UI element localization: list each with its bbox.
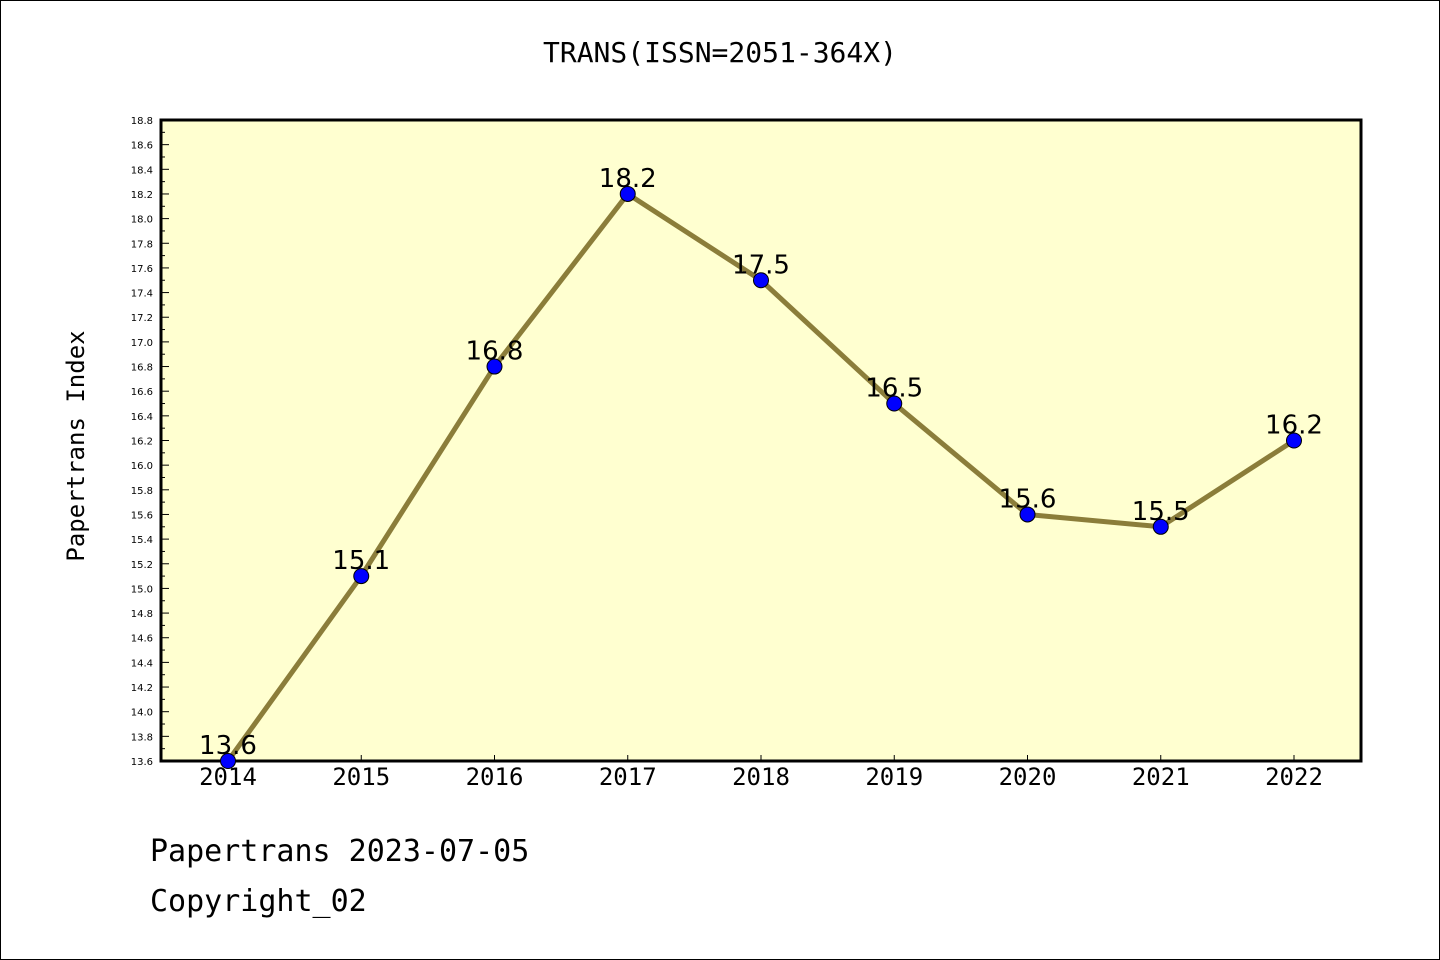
y-tick-label: 13.6	[131, 757, 153, 768]
y-tick-label: 13.8	[131, 732, 153, 743]
x-tick-label: 2019	[865, 763, 923, 791]
series-group: 13.6 15.1 16.8 18.2 17.5 16.5 15.6 15.5 16.2	[199, 164, 1323, 769]
data-label: 15.1	[332, 546, 390, 576]
y-tick-label: 17.8	[131, 239, 153, 250]
y-axis-label: Papertrans Index	[62, 330, 90, 561]
x-tick-label: 2018	[732, 763, 790, 791]
x-tick-label: 2017	[599, 763, 657, 791]
data-point	[886, 395, 903, 412]
y-tick-label: 17.0	[131, 338, 153, 349]
data-point	[753, 272, 769, 289]
footer-copyright: Copyright_02	[150, 884, 367, 919]
data-point	[220, 753, 236, 769]
y-tick-label: 17.6	[131, 264, 153, 275]
x-tick-label: 2021	[1132, 763, 1190, 791]
data-point	[486, 358, 503, 375]
data-label: 18.2	[599, 164, 657, 194]
y-tick-label: 14.2	[131, 683, 153, 694]
chart-title: TRANS(ISSN=2051-364X)	[542, 36, 897, 69]
y-tick-label: 14.8	[131, 609, 153, 620]
y-tick-label: 16.8	[131, 363, 153, 374]
y-tick-label: 14.0	[131, 708, 153, 719]
data-point	[619, 185, 636, 202]
y-tick-label: 18.4	[131, 165, 153, 176]
data-label: 16.2	[1265, 411, 1323, 441]
y-tick-label: 17.2	[131, 313, 153, 324]
y-tick-label: 18.8	[131, 116, 153, 127]
y-tick-label: 15.0	[131, 584, 153, 595]
y-tick-label: 14.6	[131, 634, 153, 645]
y-tick-label: 14.4	[131, 658, 153, 669]
plot-area	[159, 118, 1363, 763]
data-point	[1019, 506, 1036, 523]
data-label: 15.6	[999, 484, 1057, 514]
y-tick-label: 16.6	[131, 387, 153, 398]
y-tick-label: 18.2	[131, 190, 153, 201]
data-point	[1152, 518, 1169, 535]
y-axis: 13.6 13.8 14.0 14.2 14.4 14.6 14.8 15.0 15.2 15.4…	[131, 116, 169, 768]
footer-date: Papertrans 2023-07-05	[150, 834, 530, 869]
y-tick-label: 15.2	[131, 560, 153, 571]
data-point	[353, 568, 370, 585]
y-tick-label: 15.6	[131, 510, 153, 521]
y-tick-label: 18.0	[131, 215, 153, 226]
y-tick-label: 16.4	[131, 412, 153, 423]
x-tick-label: 2016	[466, 763, 524, 791]
y-tick-label: 17.4	[131, 289, 153, 300]
x-axis: 2014 2015 2016 2017 2018 2019 2020 2021 2022	[199, 755, 1323, 791]
data-label: 16.8	[466, 337, 524, 367]
y-tick-label: 16.0	[131, 461, 153, 472]
data-label: 16.5	[865, 374, 923, 404]
y-tick-label: 16.2	[131, 437, 153, 448]
y-tick-label: 18.6	[131, 141, 153, 152]
data-label: 13.6	[199, 731, 257, 761]
x-tick-label: 2015	[332, 763, 390, 791]
data-label: 17.5	[732, 250, 790, 280]
data-label: 15.5	[1132, 497, 1190, 527]
y-tick-label: 15.8	[131, 486, 153, 497]
data-point	[1286, 432, 1302, 449]
x-tick-label: 2020	[999, 763, 1057, 791]
y-tick-label: 15.4	[131, 535, 153, 546]
x-tick-label: 2022	[1265, 763, 1323, 791]
